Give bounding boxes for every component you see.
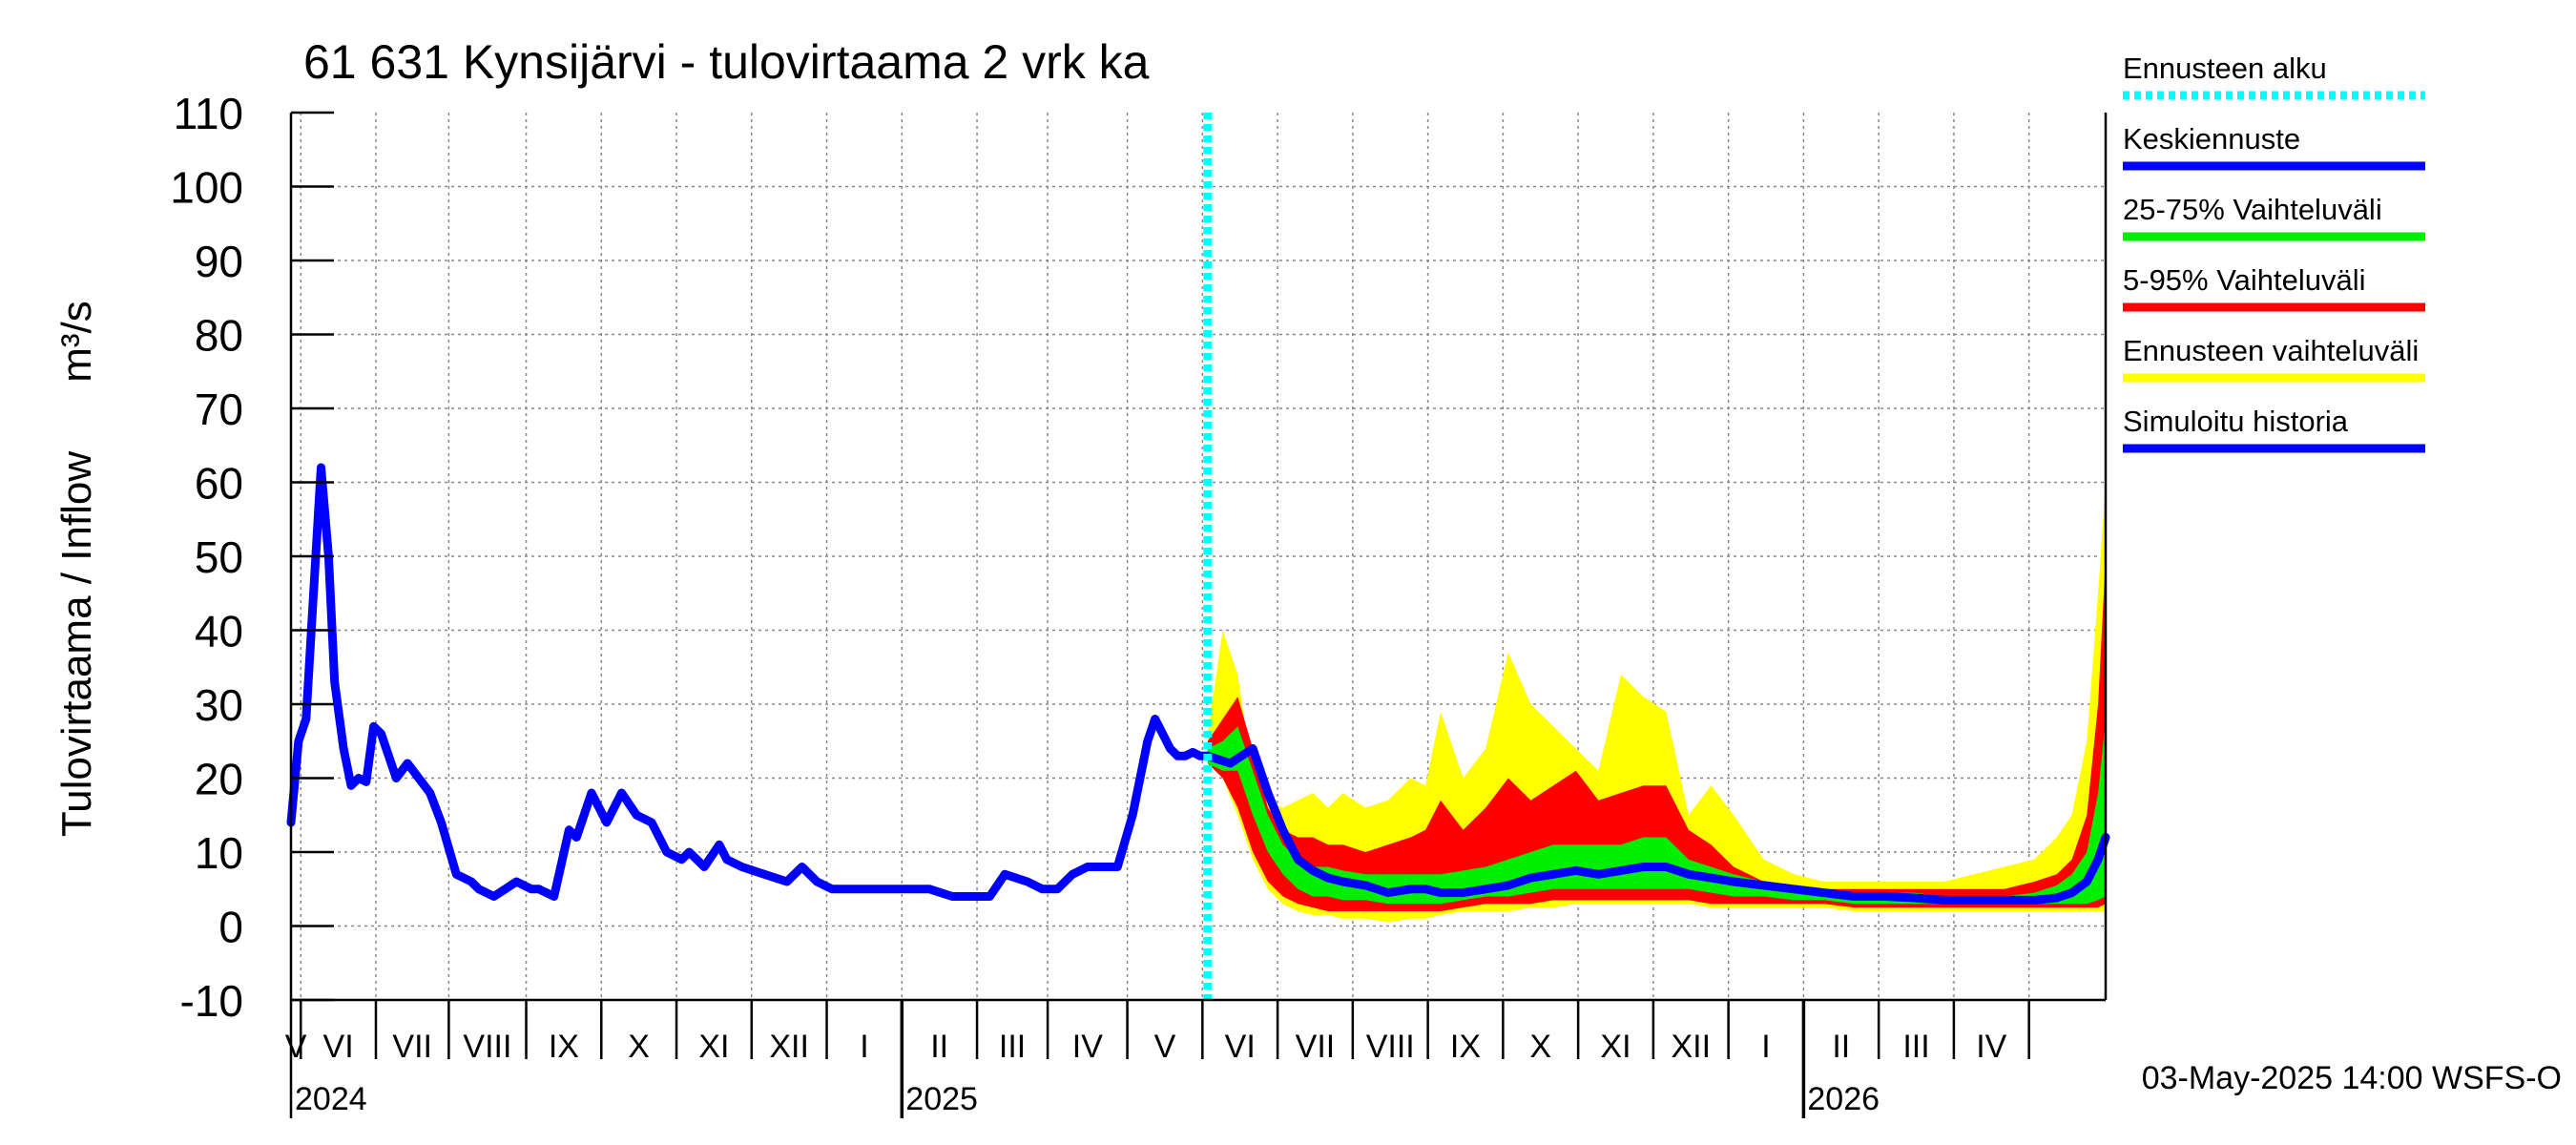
year-label: 2024 <box>295 1081 367 1117</box>
month-label: V <box>1154 1029 1176 1065</box>
year-label: 2025 <box>905 1081 978 1117</box>
month-label: III <box>1902 1029 1929 1065</box>
legend-label: Ennusteen alku <box>2123 52 2327 85</box>
y-tick-label: -10 <box>180 976 243 1026</box>
y-axis-ticks: -10 0 10 20 30 40 50 60 70 80 90 100 110 <box>170 89 334 1026</box>
y-axis-label: Tulovirtaama / Inflow <box>53 451 100 838</box>
y-axis-unit: m³/s <box>53 301 100 383</box>
month-label: X <box>628 1029 650 1065</box>
month-label: XII <box>1671 1029 1711 1065</box>
y-tick-label: 50 <box>195 532 243 582</box>
y-tick-label: 90 <box>195 237 243 286</box>
legend-label: Ennusteen vaihteluväli <box>2123 334 2419 367</box>
y-tick-label: 20 <box>195 755 243 804</box>
y-tick-label: 60 <box>195 459 243 509</box>
month-label: I <box>1761 1029 1770 1065</box>
series-keskiennuste <box>1203 744 2110 905</box>
legend: Ennusteen alku Keskiennuste 25-75% Vaihtel… <box>2123 52 2425 453</box>
month-label: VI <box>323 1029 354 1065</box>
month-label: VII <box>1296 1029 1336 1065</box>
month-label: V <box>285 1029 307 1065</box>
legend-label: Simuloitu historia <box>2123 405 2349 438</box>
chart-title: 61 631 Kynsijärvi - tulovirtaama 2 vrk k… <box>303 35 1150 89</box>
x-axis-ticks: V VI VII VIII IX X XI XII I II III IV V VI VII VIII IX X X… <box>285 1000 2030 1118</box>
month-label: III <box>999 1029 1026 1065</box>
band-5-95-vaihteluv-li <box>1207 556 2106 911</box>
y-tick-label: 0 <box>218 903 243 952</box>
year-label: 2026 <box>1807 1081 1880 1117</box>
legend-label: Keskiennuste <box>2123 122 2300 156</box>
legend-label: 25-75% Vaihteluväli <box>2123 193 2382 226</box>
month-label: IV <box>1072 1029 1103 1065</box>
month-label: VIII <box>463 1029 511 1065</box>
legend-label: 5-95% Vaihteluväli <box>2123 263 2365 297</box>
band-ennusteen-vaihteluv-li <box>1207 482 2106 923</box>
timestamp-footer: 03-May-2025 14:00 WSFS-O <box>2142 1060 2562 1096</box>
series-lines <box>286 463 2110 905</box>
y-tick-label: 100 <box>170 163 243 213</box>
series-simuloitu-historia <box>286 463 1213 901</box>
month-label: II <box>1832 1029 1850 1065</box>
y-tick-label: 40 <box>195 607 243 656</box>
y-tick-label: 80 <box>195 311 243 361</box>
month-label: I <box>860 1029 868 1065</box>
month-label: X <box>1529 1029 1551 1065</box>
month-label: II <box>930 1029 948 1065</box>
y-tick-label: 70 <box>195 385 243 434</box>
y-tick-label: 10 <box>195 828 243 878</box>
month-label: VI <box>1225 1029 1256 1065</box>
month-label: IV <box>1976 1029 2006 1065</box>
month-label: VII <box>392 1029 432 1065</box>
month-label: XII <box>769 1029 809 1065</box>
month-label: XI <box>698 1029 729 1065</box>
y-tick-label: 30 <box>195 680 243 730</box>
month-label: XI <box>1600 1029 1631 1065</box>
month-label: IX <box>1450 1029 1481 1065</box>
y-tick-label: 110 <box>174 89 243 138</box>
month-label: IX <box>549 1029 579 1065</box>
month-label: VIII <box>1366 1029 1415 1065</box>
